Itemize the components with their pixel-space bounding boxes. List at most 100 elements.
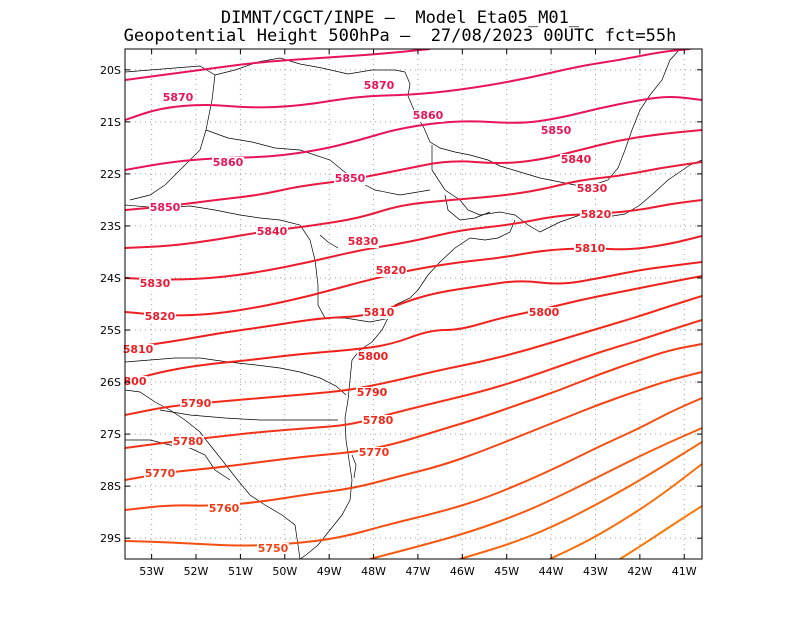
contour-lines: [125, 49, 702, 559]
contour-label-bg: [357, 351, 389, 363]
lon-label: 42W: [627, 565, 652, 578]
contour-line-5840: [125, 129, 702, 211]
contour-label-bg: [580, 209, 612, 221]
contour-label-5810: 5810: [123, 343, 154, 356]
contour-label-5810: 5810: [364, 306, 395, 319]
contour-label-bg: [180, 398, 212, 410]
lon-label: 48W: [361, 565, 386, 578]
lon-label: 46W: [450, 565, 475, 578]
contour-label-5750: 5750: [258, 542, 289, 555]
contour-label-bg: [172, 436, 204, 448]
contour-line-5770: [125, 319, 702, 449]
contour-line-5730: [369, 427, 702, 559]
contour-label-5820: 5820: [581, 208, 612, 221]
contour-label-5870: 5870: [163, 91, 194, 104]
lon-label: 43W: [583, 565, 608, 578]
contour-label-5830: 5830: [348, 235, 379, 248]
lat-label: 26S: [100, 376, 121, 389]
contour-label-5760: 5760: [209, 502, 240, 515]
lat-label: 25S: [100, 324, 121, 337]
contour-label-bg: [540, 125, 572, 137]
contour-line-5810: [125, 235, 702, 317]
contour-label-bg: [560, 154, 592, 166]
lon-label: 49W: [317, 565, 342, 578]
contour-label-bg: [363, 307, 395, 319]
contour-label-5820: 5820: [145, 310, 176, 323]
lat-label: 29S: [100, 532, 121, 545]
gridlines: [125, 49, 702, 559]
contour-line-5790: [125, 275, 702, 383]
title-line-1: DIMNT/CGCT/INPE — Model Eta05_M01_: [220, 8, 580, 28]
contour-line-5740: [125, 397, 702, 547]
contour-label-5800: 5800: [358, 350, 389, 363]
axis-tick-labels: 20S 21S 22S 23S 24S 25S 26S 27S 28S 29S 53W 52W 51W 5…: [100, 49, 702, 578]
contour-label-bg: [334, 173, 366, 185]
lat-label: 27S: [100, 428, 121, 441]
contour-label-5820: 5820: [376, 264, 407, 277]
lat-label: 21S: [100, 116, 121, 129]
contour-label-5850: 5850: [541, 124, 572, 137]
contour-label-5780: 5780: [173, 435, 204, 448]
contour-label-5770: 5770: [359, 446, 390, 459]
lon-label: 44W: [539, 565, 564, 578]
contour-label-bg: [212, 157, 244, 169]
contour-line-5710: [549, 463, 702, 559]
contour-label-5870: 5870: [364, 79, 395, 92]
contour-label-bg: [208, 503, 240, 515]
contour-label-bg: [122, 376, 148, 388]
title-line-2: Geopotential Height 500hPa — 27/08/2023 …: [123, 26, 677, 46]
contour-label-5800: 800: [124, 375, 147, 388]
lat-label: 28S: [100, 480, 121, 493]
lat-label: 22S: [100, 168, 121, 181]
contour-line-5700: [619, 505, 702, 559]
contour-label-5790: 5790: [181, 397, 212, 410]
contour-label-5860: 5860: [213, 156, 244, 169]
contour-label-bg: [256, 226, 288, 238]
contour-line-5800: [125, 261, 702, 349]
contour-label-bg: [528, 307, 560, 319]
contour-line-5850: [125, 96, 702, 171]
contour-label-bg: [363, 80, 395, 92]
lat-label: 20S: [100, 64, 121, 77]
lon-label: 51W: [228, 565, 253, 578]
contour-label-bg: [144, 311, 176, 323]
contour-label-bg: [347, 236, 379, 248]
contour-label-5770: 5770: [145, 467, 176, 480]
contour-label-bg: [576, 183, 608, 195]
contour-label-bg: [412, 110, 444, 122]
contour-labels: 5870 5870 5860 5860 5850 5850 5850 5840 5840 5830…: [122, 79, 612, 555]
contour-line-5720: [459, 441, 702, 559]
lon-label: 52W: [184, 565, 209, 578]
contour-label-5800: 5800: [529, 306, 560, 319]
contour-line-5870: [125, 49, 431, 81]
lon-label: 50W: [272, 565, 297, 578]
lon-label: 41W: [672, 565, 697, 578]
contour-label-bg: [574, 243, 606, 255]
contour-label-5830: 5830: [577, 182, 608, 195]
contour-label-bg: [362, 415, 394, 427]
plot-frame: [124, 48, 703, 560]
contour-line-5830: [125, 161, 702, 249]
contour-line-5760: [125, 343, 702, 481]
contour-label-5860: 5860: [413, 109, 444, 122]
contour-label-bg: [149, 202, 181, 214]
lat-label: 23S: [100, 220, 121, 233]
contour-line-5750: [125, 371, 702, 511]
contour-label-5850: 5850: [335, 172, 366, 185]
lon-label: 53W: [139, 565, 164, 578]
contour-label-bg: [144, 468, 176, 480]
contour-label-bg: [375, 265, 407, 277]
contour-label-bg: [257, 543, 289, 555]
contour-label-5830: 5830: [140, 277, 171, 290]
contour-label-bg: [162, 92, 194, 104]
contour-label-5850: 5850: [150, 201, 181, 214]
contour-label-bg: [358, 447, 390, 459]
contour-label-5840: 5840: [561, 153, 592, 166]
contour-line-5820: [125, 199, 702, 281]
lon-label: 47W: [406, 565, 431, 578]
contour-label-bg: [139, 278, 171, 290]
contour-label-5790: 5790: [357, 386, 388, 399]
contour-line-5860: [125, 49, 691, 121]
lat-label: 24S: [100, 272, 121, 285]
contour-label-5810: 5810: [575, 242, 606, 255]
